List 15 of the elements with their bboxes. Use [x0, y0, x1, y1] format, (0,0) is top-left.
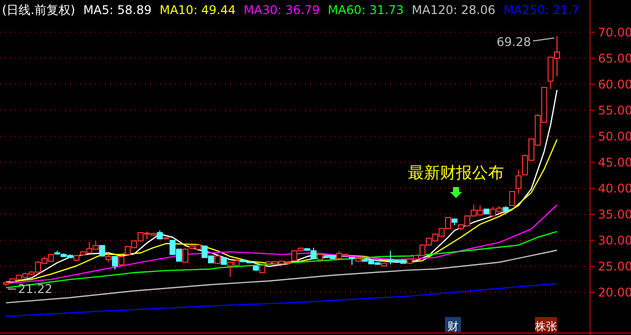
line-series	[5, 250, 558, 304]
text: MA5: 58.89	[83, 3, 152, 17]
chart-title: (日线.前复权)	[2, 3, 76, 17]
text: MA30: 36.79	[244, 3, 320, 17]
text: MA60: 31.73	[328, 3, 404, 17]
annotation: 株张	[534, 320, 557, 333]
annotation: 最新财报公布	[408, 163, 504, 182]
text: MA250: 21.7	[503, 3, 580, 17]
annotation: 21.22	[18, 282, 52, 296]
line-series	[5, 282, 558, 317]
text: MA120: 28.06	[412, 3, 496, 17]
annotation: 69.28	[496, 35, 531, 50]
line-series	[5, 138, 558, 283]
annotation: 财	[448, 320, 458, 333]
text: MA10: 49.44	[160, 3, 236, 17]
